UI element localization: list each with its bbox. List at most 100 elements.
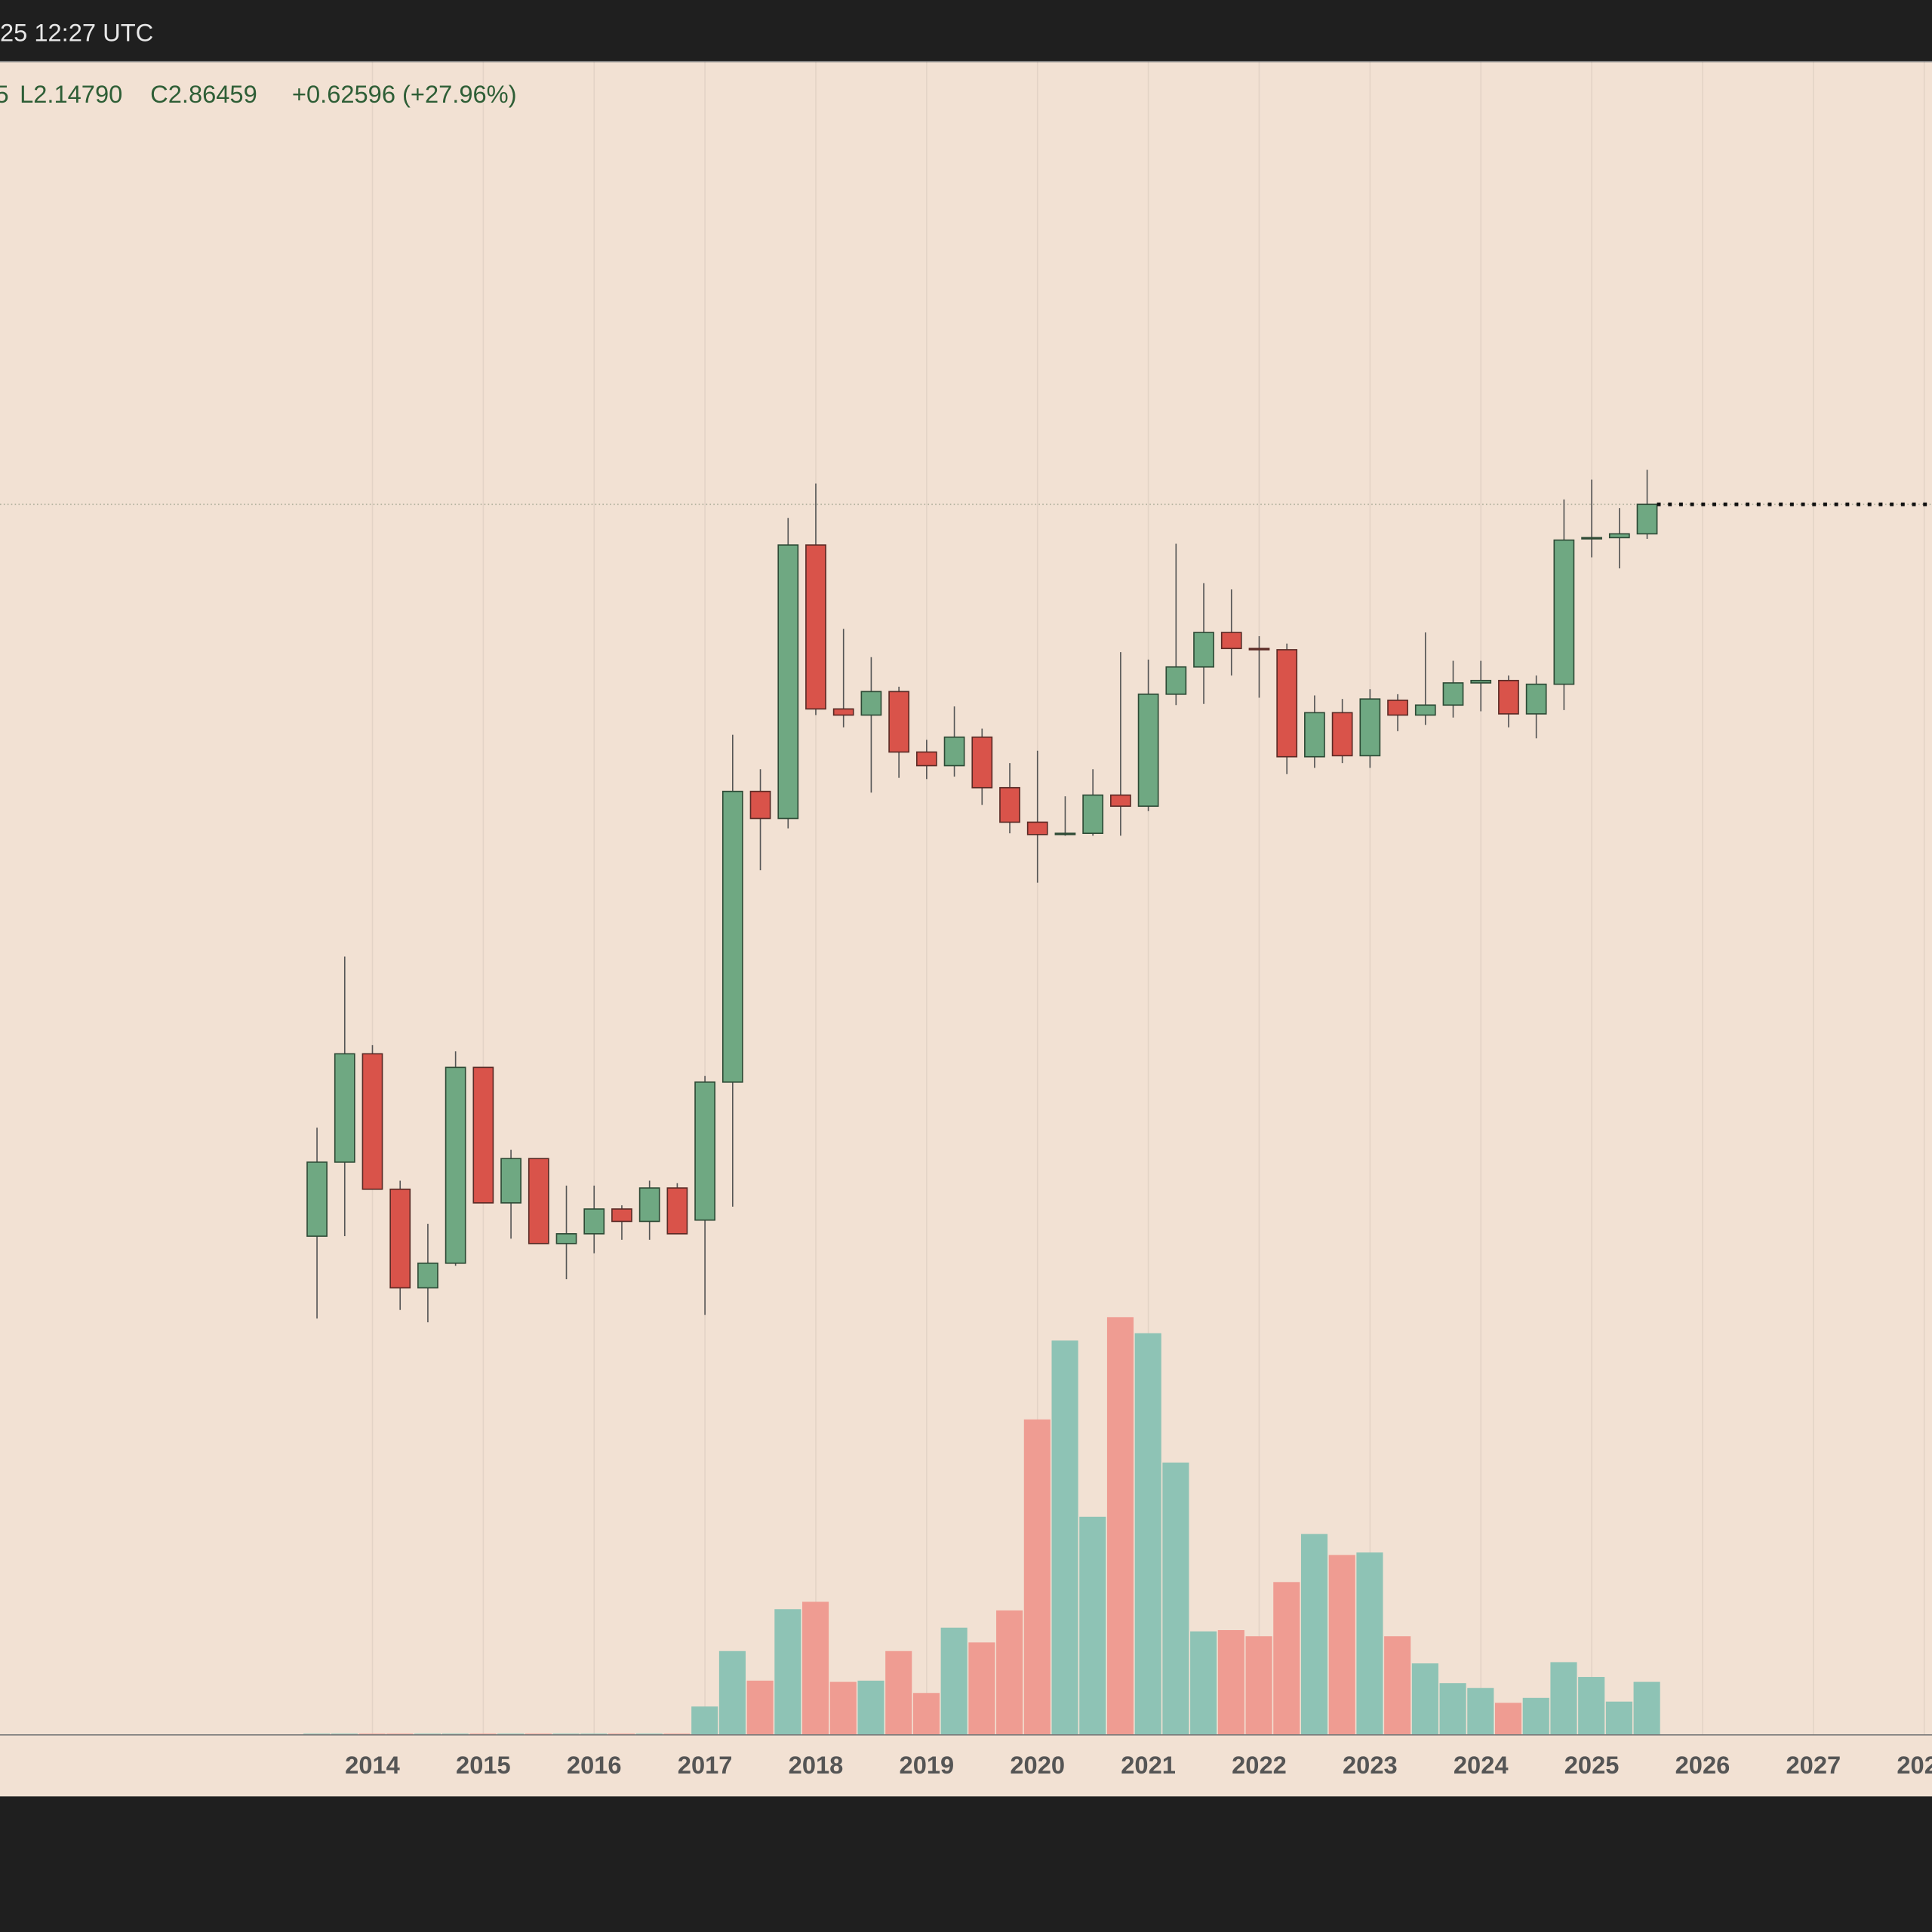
candle-body: [860, 691, 882, 716]
candle-body: [611, 1208, 632, 1223]
volume-bar: [1411, 1663, 1438, 1735]
volume-bar: [1522, 1697, 1549, 1735]
candle-body: [999, 786, 1020, 823]
candle-body: [1525, 683, 1547, 715]
volume-bar: [580, 1734, 608, 1735]
volume-bar: [1578, 1677, 1605, 1735]
candle-body: [721, 790, 743, 1083]
candle-body: [389, 1188, 411, 1289]
volume-bar: [358, 1734, 386, 1735]
volume-bar: [663, 1734, 691, 1735]
volume-bar: [1273, 1582, 1300, 1735]
candle-body: [1498, 679, 1519, 715]
legend: 5 L2.14790 C2.86459 +0.62596 (+27.96%): [0, 80, 517, 108]
volume-bar: [331, 1734, 358, 1735]
candle-body: [1082, 794, 1104, 834]
volume-bar: [857, 1680, 884, 1735]
x-tick-label: 2017: [678, 1751, 733, 1779]
volume-bar: [303, 1734, 331, 1735]
volume-bar: [1550, 1662, 1577, 1735]
header-time: 25 12:27 UTC: [0, 18, 153, 46]
candle-body: [1276, 649, 1298, 758]
volume-bar: [940, 1627, 968, 1735]
candle-body: [1026, 821, 1048, 835]
legend-item: 5: [0, 80, 9, 108]
volume-bar: [1467, 1687, 1494, 1735]
candle-body: [1248, 648, 1270, 651]
x-tick-label: 2014: [345, 1751, 400, 1779]
x-tick-label: 2020: [1010, 1751, 1065, 1779]
volume-bar: [1300, 1534, 1328, 1735]
candle-body: [1553, 539, 1575, 685]
candle-body: [528, 1158, 549, 1244]
volume-bar: [469, 1734, 497, 1735]
legend-item: C2.86459: [150, 80, 257, 108]
x-tick-label: 2028: [1897, 1751, 1932, 1779]
volume-bar: [1023, 1419, 1051, 1735]
volume-bar: [414, 1734, 441, 1735]
volume-bar: [746, 1680, 774, 1735]
x-tick-label: 2025: [1564, 1751, 1620, 1779]
candles: [306, 469, 1932, 1323]
volume-bar: [608, 1734, 635, 1735]
volume-bar: [497, 1734, 525, 1735]
volume-bar: [774, 1609, 801, 1735]
x-tick-label: 2015: [456, 1751, 511, 1779]
candle-body: [1304, 712, 1325, 758]
candle-body: [943, 736, 965, 767]
legend-item: L2.14790: [20, 80, 122, 108]
volume-bar: [1439, 1683, 1466, 1735]
candle-body: [1331, 712, 1353, 757]
volume-bar: [1134, 1333, 1161, 1735]
candle-body: [915, 751, 937, 767]
volume-bar: [1162, 1462, 1189, 1735]
volume-bar: [1190, 1631, 1217, 1735]
candle-body: [1165, 666, 1187, 695]
candle-body: [971, 736, 993, 789]
candle-body: [1110, 794, 1131, 808]
candle-body: [306, 1161, 328, 1237]
top-bar: [0, 0, 1932, 62]
volume-pane: [303, 1317, 1660, 1735]
x-tick-label: 2016: [567, 1751, 622, 1779]
volume-bar: [1384, 1636, 1411, 1735]
candle-body: [417, 1262, 438, 1289]
candle-body: [1608, 533, 1630, 539]
candle-body: [749, 790, 771, 820]
x-tick-label: 2019: [900, 1751, 955, 1779]
candle-body: [1636, 503, 1658, 535]
volume-bar: [441, 1734, 469, 1735]
volume-bar: [968, 1642, 995, 1735]
candle-body: [888, 691, 910, 753]
candle-body: [777, 544, 799, 820]
volume-bar: [691, 1706, 718, 1735]
candle-body: [638, 1187, 660, 1223]
legend-item: +0.62596 (+27.96%): [292, 80, 517, 108]
candle-body: [1581, 537, 1602, 540]
x-tick-label: 2027: [1786, 1751, 1841, 1779]
x-axis: 2014 2015 2016 2017 2018 2019 2020 2021 2022 2023…: [345, 1751, 1932, 1779]
volume-bar: [1356, 1552, 1383, 1735]
candle-body: [445, 1066, 466, 1264]
x-tick-label: 2018: [789, 1751, 844, 1779]
candle-body: [832, 708, 854, 716]
volume-bar: [718, 1651, 746, 1735]
x-tick-label: 2024: [1454, 1751, 1509, 1779]
candle-body: [500, 1158, 521, 1204]
candle-body: [1193, 632, 1214, 668]
x-tick-label: 2023: [1343, 1751, 1398, 1779]
volume-bar: [1217, 1630, 1244, 1735]
x-tick-label: 2021: [1121, 1751, 1176, 1779]
candle-body: [334, 1053, 355, 1163]
volume-bar: [635, 1734, 663, 1735]
volume-bar: [1051, 1340, 1078, 1735]
candle-body: [1414, 704, 1436, 716]
plot-background: [0, 61, 1932, 1797]
candle-body: [1442, 682, 1464, 706]
candle-body: [583, 1208, 605, 1235]
candle-body: [1054, 832, 1076, 835]
volume-bar: [912, 1693, 940, 1735]
volume-bar: [1494, 1703, 1522, 1735]
